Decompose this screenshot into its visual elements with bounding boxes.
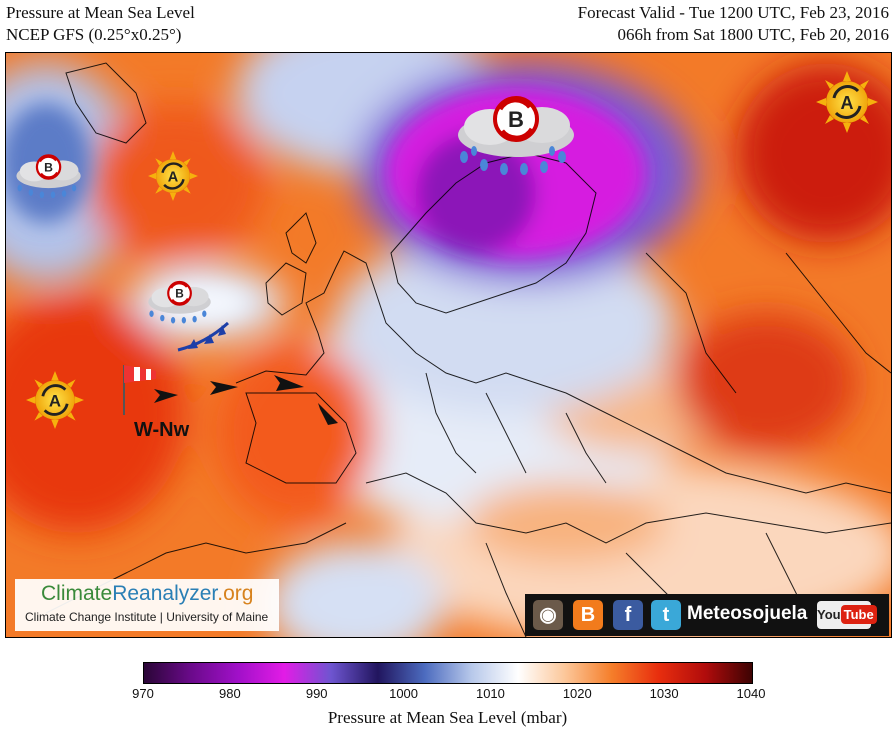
map-title: Pressure at Mean Sea Level bbox=[6, 3, 195, 22]
wind-arrows bbox=[154, 375, 338, 425]
rain-cloud-low-icon: B bbox=[144, 279, 214, 327]
wind-direction-label: W-Nw bbox=[134, 419, 190, 441]
pressure-shading bbox=[6, 53, 891, 637]
pressure-field bbox=[6, 53, 891, 637]
colorbar-tick-label: 970 bbox=[132, 686, 154, 701]
colorbar-tick-label: 1040 bbox=[736, 686, 766, 701]
colorbar-tick-label: 990 bbox=[305, 686, 328, 701]
colorbar-tick-label: 1000 bbox=[389, 686, 419, 701]
colorbar-tick-label: 1030 bbox=[649, 686, 679, 701]
climatereanalyzer-logo: ClimateReanalyzer.org Climate Change Ins… bbox=[15, 579, 279, 631]
brand-name: ClimateReanalyzer.org bbox=[41, 582, 254, 605]
pressure-map: A A A B bbox=[5, 52, 892, 638]
svg-text:A: A bbox=[841, 93, 854, 113]
colorbar-tick-label: 1010 bbox=[475, 686, 505, 701]
channel-name: Meteosojuela bbox=[687, 603, 808, 624]
sun-high-icon: A bbox=[816, 71, 878, 133]
rain-cloud-low-icon: B bbox=[12, 153, 84, 201]
colorbar-title: Pressure at Mean Sea Level (mbar) bbox=[327, 708, 568, 727]
twitter-icon[interactable]: t bbox=[651, 600, 681, 630]
svg-text:B: B bbox=[508, 107, 524, 132]
forecast-run: 066h from Sat 1800 UTC, Feb 20, 2016 bbox=[617, 25, 889, 44]
forecast-valid: Forecast Valid - Tue 1200 UTC, Feb 23, 2… bbox=[577, 3, 889, 22]
coastlines bbox=[45, 62, 891, 637]
svg-text:A: A bbox=[49, 392, 61, 411]
svg-text:B: B bbox=[44, 160, 53, 174]
colorbar-tick-label: 1020 bbox=[562, 686, 592, 701]
windsock-icon bbox=[123, 365, 156, 415]
svg-text:A: A bbox=[168, 170, 179, 186]
sun-high-icon: A bbox=[148, 151, 198, 201]
brand-subtitle: Climate Change Institute | University of… bbox=[25, 610, 269, 624]
social-banner: ◉ B f t Meteosojuela You Tube bbox=[525, 594, 889, 636]
cold-front bbox=[177, 321, 230, 352]
sun-high-icon: A bbox=[26, 371, 84, 429]
colorbar-tick-label: 980 bbox=[218, 686, 241, 701]
model-name: NCEP GFS (0.25°x0.25°) bbox=[6, 25, 182, 44]
blogger-icon[interactable]: B bbox=[573, 600, 603, 630]
youtube-icon[interactable]: You Tube bbox=[817, 601, 877, 629]
instagram-icon[interactable]: ◉ bbox=[533, 600, 563, 630]
facebook-icon[interactable]: f bbox=[613, 600, 643, 630]
rain-cloud-low-icon: B bbox=[450, 95, 580, 179]
svg-text:B: B bbox=[175, 287, 184, 301]
pressure-colorbar bbox=[143, 662, 753, 684]
